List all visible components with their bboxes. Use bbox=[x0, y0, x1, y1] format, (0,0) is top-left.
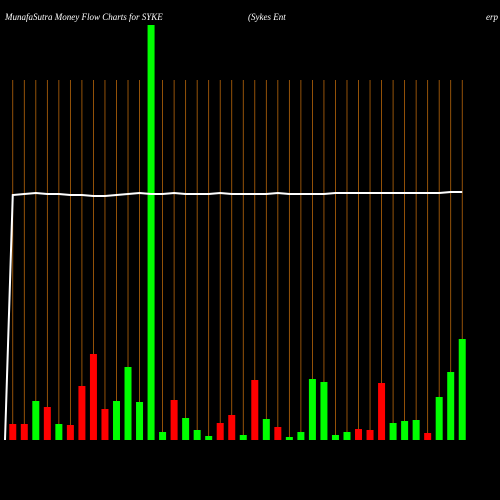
bar bbox=[20, 424, 28, 440]
money-flow-line bbox=[4, 191, 463, 441]
chart-title: MunafaSutra Money Flow Charts for SYKE bbox=[4, 12, 163, 22]
chart-subtitle: (Sykes Ent bbox=[248, 12, 286, 22]
bar bbox=[170, 400, 178, 440]
bar bbox=[251, 380, 259, 440]
bar bbox=[320, 382, 328, 440]
bar bbox=[193, 430, 201, 440]
bar bbox=[9, 424, 17, 440]
bar bbox=[66, 425, 74, 440]
bar bbox=[424, 433, 432, 440]
bar bbox=[285, 437, 293, 440]
bar bbox=[412, 420, 420, 440]
bar bbox=[216, 423, 224, 440]
bar bbox=[89, 354, 97, 440]
bar bbox=[239, 435, 247, 440]
annotation: erp bbox=[486, 12, 498, 22]
bar bbox=[458, 339, 466, 440]
bar bbox=[331, 435, 339, 440]
bar bbox=[136, 402, 144, 440]
bar bbox=[343, 432, 351, 440]
bar bbox=[308, 379, 316, 440]
bar bbox=[101, 409, 109, 440]
bar bbox=[159, 432, 167, 440]
bar bbox=[182, 418, 190, 440]
bar bbox=[78, 386, 86, 440]
bar bbox=[274, 427, 282, 440]
bar bbox=[447, 372, 455, 440]
bar bbox=[435, 397, 443, 440]
bar bbox=[366, 430, 374, 440]
bar bbox=[124, 367, 132, 440]
bar bbox=[32, 401, 40, 440]
bar bbox=[297, 432, 305, 440]
bar bbox=[389, 423, 397, 440]
bar bbox=[378, 383, 386, 440]
bar bbox=[401, 421, 409, 440]
bar bbox=[262, 419, 270, 440]
bar bbox=[228, 415, 236, 440]
bar bbox=[55, 424, 63, 440]
bar bbox=[112, 401, 120, 440]
bar bbox=[147, 25, 155, 440]
bar bbox=[205, 436, 213, 440]
bar bbox=[355, 429, 363, 440]
bar bbox=[43, 407, 51, 440]
